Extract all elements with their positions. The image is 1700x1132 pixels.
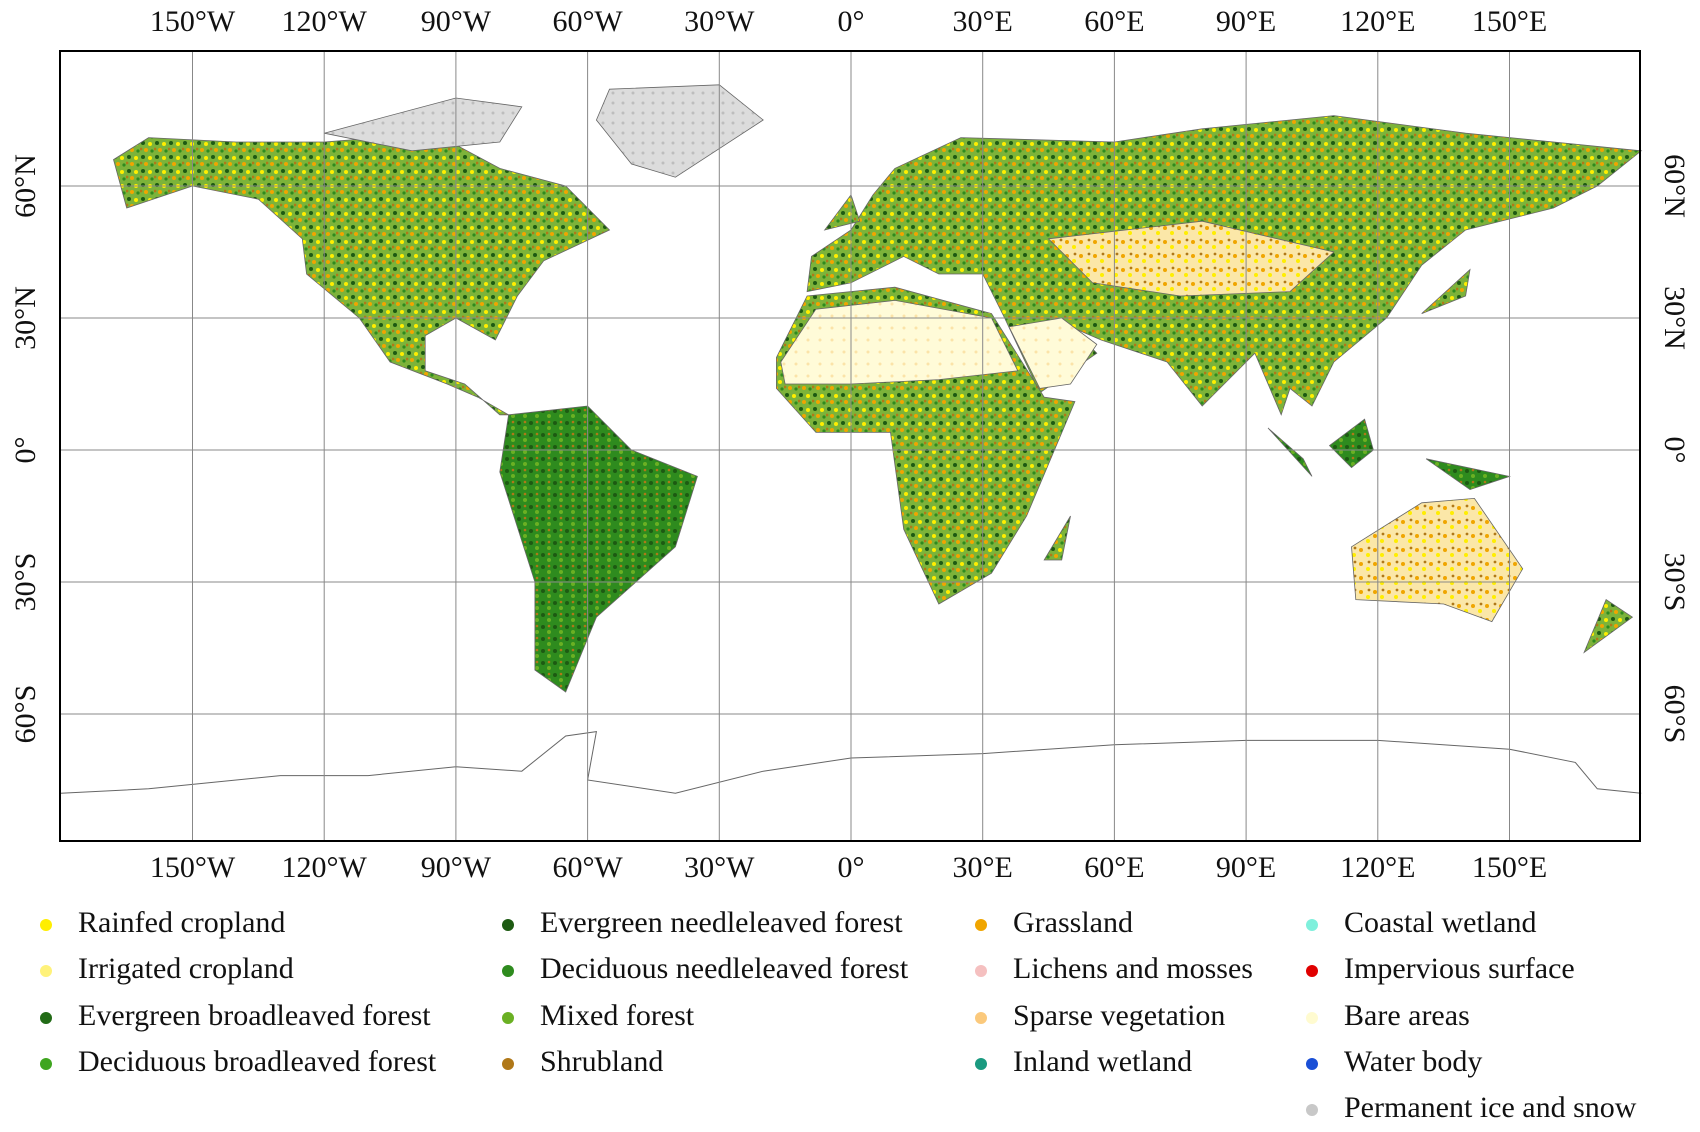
lon-label-bottom: 30°W	[684, 851, 755, 884]
lon-label-top: 0°	[838, 5, 865, 38]
lon-label-top: 90°W	[421, 5, 492, 38]
legend-label: Shrubland	[540, 1045, 663, 1078]
arabia	[1008, 317, 1098, 389]
antarctica	[60, 731, 1642, 794]
new-guinea	[1425, 458, 1512, 491]
lat-label-right: 60°N	[1658, 154, 1691, 218]
new-zealand	[1583, 598, 1634, 654]
legend-marker	[975, 1058, 987, 1070]
lat-label-right: 30°S	[1658, 553, 1691, 612]
legend-label: Irrigated cropland	[78, 952, 294, 985]
graticule	[60, 51, 1640, 841]
legend-label: Bare areas	[1344, 999, 1470, 1032]
legend-label: Rainfed cropland	[78, 906, 285, 939]
japan	[1421, 268, 1471, 314]
lat-label-left: 60°S	[9, 685, 42, 744]
legend-label: Water body	[1344, 1045, 1482, 1078]
land	[60, 84, 1643, 794]
lon-label-top: 150°W	[150, 5, 236, 38]
legend-marker	[975, 1012, 987, 1024]
legend-label: Coastal wetland	[1344, 906, 1536, 939]
lat-label-right: 30°N	[1658, 286, 1691, 350]
central-asia	[1047, 220, 1335, 297]
legend-marker	[502, 1012, 514, 1024]
lat-label-left: 30°S	[9, 553, 42, 612]
madagascar	[1043, 515, 1071, 561]
north-america	[113, 132, 611, 416]
lon-label-bottom: 150°W	[150, 851, 236, 884]
lon-label-top: 150°E	[1472, 5, 1547, 38]
legend-label: Permanent ice and snow	[1344, 1091, 1637, 1124]
sumatra	[1267, 427, 1313, 477]
south-america	[499, 405, 698, 693]
legend-marker	[1306, 919, 1318, 931]
lon-label-top: 120°E	[1340, 5, 1415, 38]
legend-marker	[1306, 1104, 1318, 1116]
legend-marker	[975, 919, 987, 931]
lon-label-bottom: 90°E	[1216, 851, 1276, 884]
lon-label-top: 120°W	[282, 5, 368, 38]
legend-marker	[1306, 1012, 1318, 1024]
legend-marker	[502, 1058, 514, 1070]
legend-label: Lichens and mosses	[1013, 952, 1253, 985]
legend-label: Evergreen broadleaved forest	[78, 999, 431, 1032]
lon-label-top: 60°W	[552, 5, 623, 38]
legend-marker	[502, 919, 514, 931]
lon-label-bottom: 90°W	[421, 851, 492, 884]
lon-label-top: 30°W	[684, 5, 755, 38]
legend-label: Inland wetland	[1013, 1045, 1192, 1078]
lon-label-bottom: 60°E	[1084, 851, 1144, 884]
legend-label: Grassland	[1013, 906, 1133, 939]
lat-label-left: 30°N	[9, 286, 42, 350]
lon-label-bottom: 120°W	[282, 851, 368, 884]
lat-label-right: 60°S	[1658, 685, 1691, 744]
lat-label-left: 0°	[9, 437, 42, 464]
australia	[1351, 497, 1524, 623]
greenland	[595, 84, 764, 178]
legend-marker	[40, 1012, 52, 1024]
legend-label: Impervious surface	[1344, 952, 1575, 985]
lon-label-bottom: 0°	[838, 851, 865, 884]
legend-marker	[40, 919, 52, 931]
legend-marker	[40, 1058, 52, 1070]
lon-label-bottom: 30°E	[953, 851, 1013, 884]
sahara	[780, 299, 1019, 385]
legend-marker	[975, 965, 987, 977]
borneo	[1328, 418, 1374, 469]
lon-label-bottom: 60°W	[552, 851, 623, 884]
legend-marker	[40, 965, 52, 977]
arctic-islands	[324, 97, 523, 152]
legend-marker	[1306, 1058, 1318, 1070]
legend-label: Deciduous broadleaved forest	[78, 1045, 437, 1078]
lon-label-bottom: 150°E	[1472, 851, 1547, 884]
legend-label: Deciduous needleleaved forest	[540, 952, 909, 985]
legend-marker	[1306, 965, 1318, 977]
lon-label-top: 30°E	[953, 5, 1013, 38]
lat-label-right: 0°	[1658, 437, 1691, 464]
map-frame	[59, 50, 1641, 842]
legend: Rainfed cropland Irrigated cropland Evergr…	[40, 906, 1637, 1124]
lon-label-bottom: 120°E	[1340, 851, 1415, 884]
legend-label: Mixed forest	[540, 999, 695, 1032]
legend-label: Evergreen needleleaved forest	[540, 906, 903, 939]
lon-label-top: 60°E	[1084, 5, 1144, 38]
lon-label-top: 90°E	[1216, 5, 1276, 38]
legend-label: Sparse vegetation	[1013, 999, 1225, 1032]
legend-marker	[502, 965, 514, 977]
axis-labels: 150°W 150°W 120°W 120°W 90°W 90°W 60°W 60°W 30°W…	[9, 5, 1691, 884]
lat-label-left: 60°N	[9, 154, 42, 218]
